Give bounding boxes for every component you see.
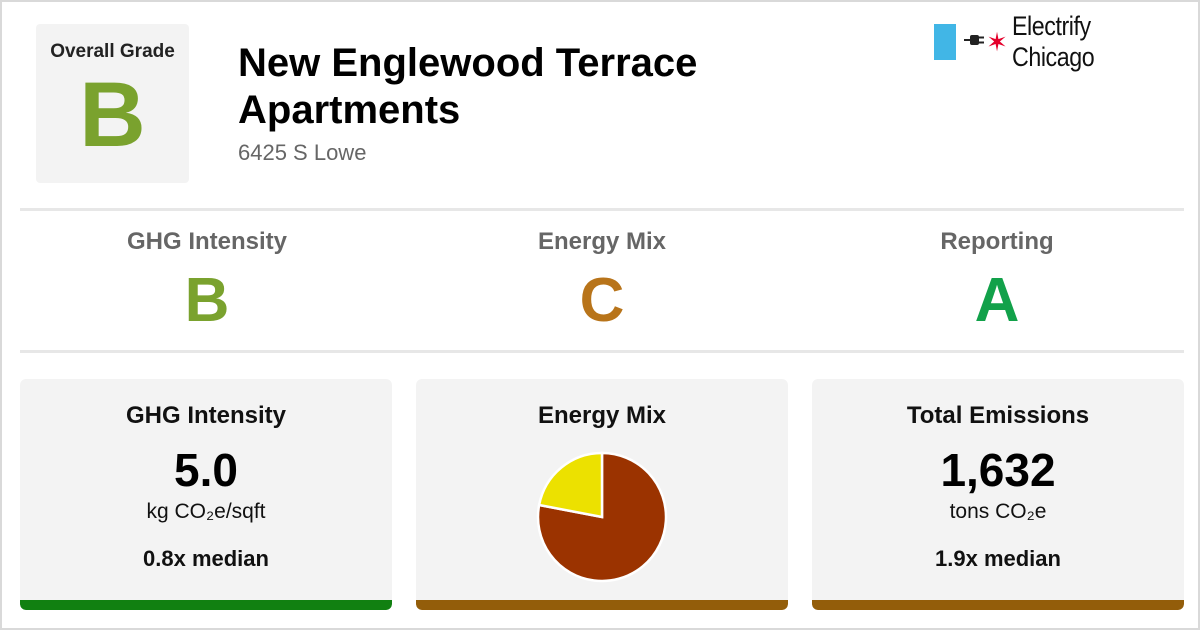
ghg-intensity-unit: kg CO₂e/sqft [146, 500, 266, 523]
subgrade-label: Reporting [940, 228, 1054, 255]
pie-slice-0 [536, 451, 668, 583]
electrify-chicago-logo[interactable]: ✶ Electrify Chicago [934, 11, 1198, 72]
building-name: New Englewood Terrace Apartments [238, 41, 698, 132]
subgrade-letter: C [579, 266, 625, 335]
subgrade-label: Energy Mix [537, 228, 667, 255]
energy-mix-pie-chart [536, 451, 668, 583]
energy-mix-card: Energy Mix [416, 379, 788, 610]
divider-top [20, 208, 1184, 211]
building-address: 6425 S Lowe [238, 140, 367, 165]
card-title: Total Emissions [906, 402, 1090, 429]
divider-bottom [20, 350, 1184, 353]
subgrade-reporting: Reporting A [800, 228, 1194, 332]
ghg-intensity-card: GHG Intensity 5.0 kg CO₂e/sqft 0.8x medi… [20, 379, 392, 610]
pie-slice-1 [537, 451, 604, 519]
card-accent-bar [812, 600, 1184, 610]
logo-name: Electrify Chicago [1011, 11, 1095, 72]
subgrade-ghg-intensity: GHG Intensity B [10, 228, 404, 332]
chicago-flag-icon [934, 24, 957, 60]
subgrade-letter: B [184, 266, 230, 335]
overall-grade-box: Overall Grade B [36, 24, 189, 183]
total-emissions-value: 1,632 [940, 444, 1056, 496]
total-emissions-unit: tons CO₂e [949, 500, 1047, 523]
plug-icon [964, 31, 985, 53]
card-accent-bar [416, 600, 788, 610]
subgrade-label: GHG Intensity [126, 228, 288, 255]
total-emissions-median: 1.9x median [935, 546, 1061, 571]
subgrade-letter: A [974, 266, 1020, 335]
total-emissions-card: Total Emissions 1,632 tons CO₂e 1.9x med… [812, 379, 1184, 610]
overall-grade-label: Overall Grade [50, 41, 175, 62]
ghg-intensity-median: 0.8x median [143, 546, 269, 571]
subgrade-energy-mix: Energy Mix C [405, 228, 799, 332]
star-icon: ✶ [986, 27, 1008, 57]
overall-grade-letter: B [79, 64, 146, 166]
card-title: Energy Mix [537, 402, 667, 429]
card-accent-bar [20, 600, 392, 610]
card-title: GHG Intensity [125, 402, 287, 429]
ghg-intensity-value: 5.0 [174, 444, 238, 496]
